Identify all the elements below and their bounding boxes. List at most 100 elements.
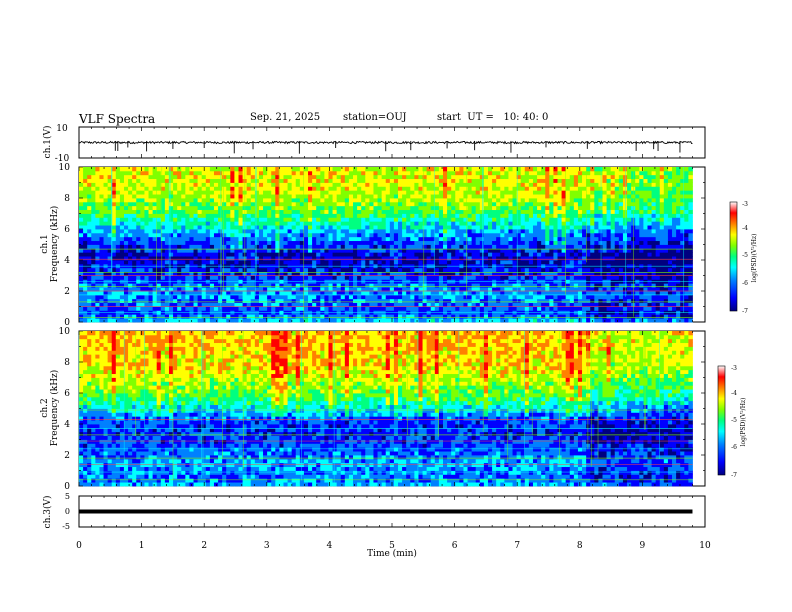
spectrogram-cell — [87, 186, 92, 191]
spectrogram-cell — [545, 244, 550, 249]
spectrogram-cell — [479, 294, 485, 300]
spectrogram-cell — [144, 190, 149, 195]
spectrogram-cell — [152, 225, 158, 230]
spectrogram-cell — [107, 294, 113, 300]
spectrogram-cell — [512, 248, 518, 253]
spectrogram-cell — [508, 287, 513, 292]
spectrogram-cell — [263, 236, 268, 242]
spectrogram-cell — [353, 252, 358, 257]
spectrogram-cell — [389, 201, 395, 207]
spectrogram-cell — [258, 170, 264, 176]
spectrogram-cell — [406, 170, 411, 176]
spectrogram-cell — [181, 194, 186, 199]
spectrogram-cell — [520, 236, 526, 242]
spectrogram-cell — [246, 256, 252, 261]
spectrogram-cell — [320, 225, 325, 230]
spectrogram-cell — [328, 287, 333, 292]
spectrogram-cell — [508, 294, 513, 300]
spectrogram-cell — [582, 240, 587, 245]
spectrogram-cell — [226, 217, 231, 222]
spectrogram-cell — [205, 302, 211, 307]
spectrogram-cell — [213, 287, 219, 292]
spectrogram-cell — [524, 283, 530, 288]
spectrogram-cell — [140, 271, 145, 276]
spectrogram-cell — [291, 182, 297, 187]
spectrogram-cell — [385, 314, 391, 319]
spectrogram-cell — [312, 248, 317, 253]
spectrogram-cell — [508, 248, 513, 253]
spectrogram-cell — [83, 248, 88, 253]
spectrogram-cell — [218, 236, 223, 242]
spectrogram-cell — [222, 302, 227, 307]
spectrogram-cell — [524, 298, 530, 304]
spectrogram-cell — [132, 167, 137, 172]
spectrogram-cell — [209, 306, 215, 311]
spectrogram-cell — [152, 182, 158, 187]
spectrogram-cell — [201, 217, 207, 222]
spectrogram-cell — [496, 287, 501, 292]
spectrogram-cell — [365, 306, 370, 311]
spectrogram-cell — [582, 201, 587, 207]
spectrogram-cell — [181, 190, 186, 195]
spectrogram-cell — [365, 275, 370, 280]
spectrogram-cell — [438, 244, 444, 249]
spectrogram-cell — [152, 167, 158, 172]
spectrogram-cell — [83, 302, 88, 307]
spectrogram-cell — [385, 275, 391, 280]
spectrogram-cell — [561, 275, 567, 280]
spectrogram-cell — [79, 182, 84, 187]
spectrogram-cell — [443, 244, 448, 249]
spectrogram-cell — [438, 240, 444, 245]
spectrogram-cell — [541, 302, 546, 307]
spectrogram-cell — [295, 174, 301, 180]
spectrogram-cell — [447, 318, 452, 323]
spectrogram-cell — [173, 314, 178, 319]
spectrogram-cell — [434, 217, 440, 222]
spectrogram-cell — [275, 283, 280, 288]
spectrogram-cell — [254, 260, 260, 265]
spectrogram-cell — [520, 298, 526, 304]
spectrogram-cell — [389, 221, 395, 226]
spectrogram-cell — [205, 287, 211, 292]
spectrogram-cell — [144, 260, 149, 265]
spectrogram-cell — [213, 217, 219, 222]
spectrogram-cell — [402, 170, 407, 176]
spectrogram-cell — [193, 294, 199, 300]
spectrogram-cell — [291, 221, 297, 226]
spectrogram-cell — [557, 232, 562, 238]
spectrogram-cell — [308, 225, 313, 230]
spectrogram-cell — [577, 225, 583, 230]
spectrogram-cell — [316, 178, 321, 183]
spectrogram-cell — [87, 306, 92, 311]
spectrogram-cell — [299, 198, 305, 203]
spectrogram-cell — [242, 314, 248, 319]
spectrogram-cell — [565, 275, 571, 280]
spectrogram-cell — [357, 306, 362, 311]
spectrogram-cell — [107, 291, 113, 296]
spectrogram-cell — [410, 318, 415, 323]
spectrogram-cell — [561, 178, 567, 183]
spectrogram-cell — [250, 294, 256, 300]
spectrogram-cell — [557, 178, 562, 183]
spectrogram-cell — [336, 225, 342, 230]
spectrogram-cell — [316, 248, 321, 253]
spectrogram-cell — [532, 318, 538, 323]
spectrogram-cell — [512, 190, 518, 195]
spectrogram-cell — [353, 198, 358, 203]
spectrogram-cell — [381, 283, 387, 288]
spectrogram-cell — [222, 291, 227, 296]
spectrogram-cell — [140, 260, 145, 265]
spectrogram-cell — [287, 213, 293, 218]
spectrogram-cell — [389, 225, 395, 230]
spectrogram-cell — [447, 213, 452, 218]
spectrogram-cell — [430, 201, 436, 207]
spectrogram-cell — [561, 209, 567, 214]
spectrogram-cell — [160, 186, 166, 191]
spectrogram-cell — [332, 201, 338, 207]
spectrogram-cell — [528, 260, 534, 265]
spectrogram-cell — [197, 178, 203, 183]
spectrogram-cell — [152, 194, 158, 199]
spectrogram-cell — [541, 283, 546, 288]
spectrogram-cell — [557, 205, 562, 211]
spectrogram-cell — [373, 182, 378, 187]
